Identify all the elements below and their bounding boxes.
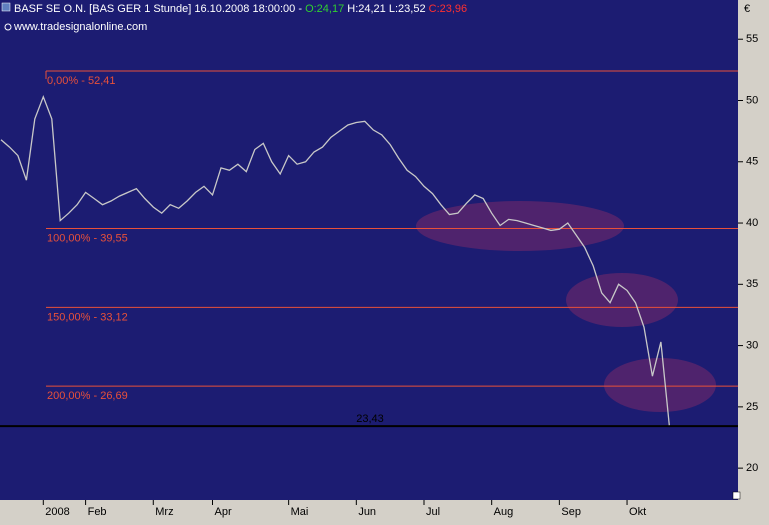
price-line [0, 94, 670, 426]
x-tick-label: 2008 [45, 506, 69, 518]
watermark: www.tradesignalonline.com [13, 21, 147, 33]
title: BASF SE O.N. [BAS GER 1 Stunde] 16.10.20… [14, 3, 302, 15]
x-tick-label: Okt [629, 506, 646, 518]
highlight [604, 358, 716, 412]
y-tick-label: 30 [746, 339, 758, 351]
x-tick-label: Mai [291, 506, 309, 518]
level-label: 200,00% - 26,69 [47, 390, 128, 402]
highlight [566, 273, 678, 327]
x-tick-label: Jul [426, 506, 440, 518]
highlights [416, 201, 716, 412]
y-tick-label: 25 [746, 401, 758, 413]
y-tick-label: 35 [746, 278, 758, 290]
x-tick-label: Aug [494, 506, 514, 518]
x-tick-label: Apr [215, 506, 232, 518]
icon [4, 23, 12, 31]
resize-icon[interactable] [732, 491, 741, 500]
close: C:23,96 [429, 3, 468, 15]
x-tick-label: Sep [561, 506, 581, 518]
low: L:23,52 [389, 3, 426, 15]
last-price-label: 23,43 [356, 413, 384, 425]
open: O:24,17 [305, 3, 344, 15]
high: H:24,21 [347, 3, 386, 15]
y-tick-label: 40 [746, 217, 758, 229]
x-tick-label: Feb [88, 506, 107, 518]
header: BASF SE O.N. [BAS GER 1 Stunde] 16.10.20… [14, 3, 467, 15]
y-tick-label: 55 [746, 33, 758, 45]
level-label: 100,00% - 39,55 [47, 232, 128, 244]
x-tick-label: Mrz [155, 506, 173, 518]
y-tick-label: 20 [746, 462, 758, 474]
currency: € [744, 3, 750, 15]
y-tick-label: 45 [746, 156, 758, 168]
y-tick-label: 50 [746, 94, 758, 106]
level-label: 150,00% - 33,12 [47, 311, 128, 323]
highlight [416, 201, 624, 251]
plot-area [0, 0, 738, 500]
x-tick-label: Jun [358, 506, 376, 518]
level-label: 0,00% - 52,41 [47, 75, 116, 87]
icon [1, 2, 11, 12]
